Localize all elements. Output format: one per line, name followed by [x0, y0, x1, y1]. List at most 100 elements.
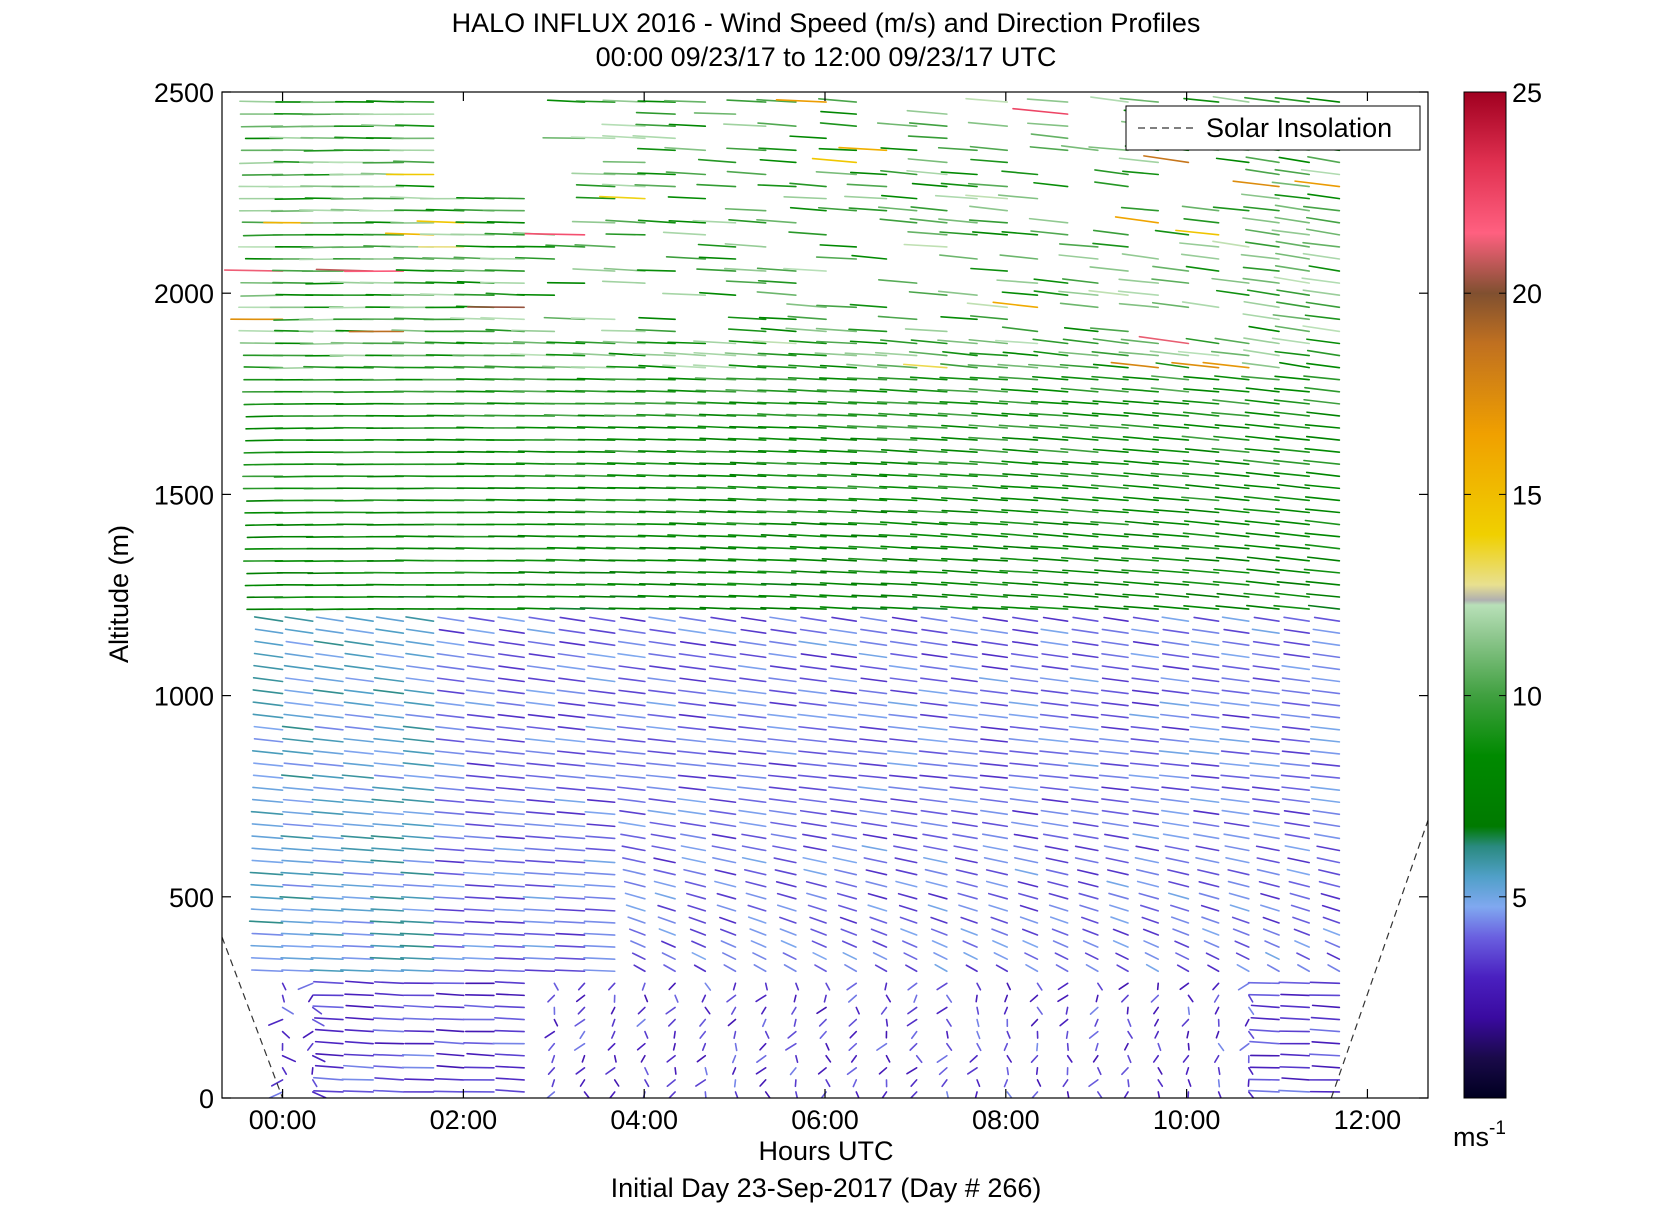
wind-barb	[312, 1068, 313, 1074]
wind-barb	[700, 500, 736, 501]
wind-barb	[1188, 1007, 1189, 1014]
wind-barb	[547, 596, 584, 597]
wind-barb	[495, 1031, 524, 1032]
y-tick-label: 1500	[154, 480, 214, 510]
wind-barb	[240, 162, 283, 163]
wind-barb	[1249, 983, 1279, 984]
wind-barb	[1219, 1068, 1220, 1074]
wind-barb	[675, 1068, 676, 1074]
wind-barb	[886, 1020, 887, 1026]
wind-barb	[464, 1043, 494, 1044]
chart-title: HALO INFLUX 2016 - Wind Speed (m/s) and …	[452, 8, 1201, 38]
wind-barb	[674, 1032, 675, 1038]
wind-barb	[455, 294, 494, 295]
wind-barb	[306, 283, 343, 284]
wind-barb	[669, 548, 705, 549]
wind-barb	[375, 1043, 403, 1044]
colorbar-gradient	[1464, 92, 1506, 1098]
wind-barb	[1310, 982, 1339, 983]
wind-barb	[466, 995, 494, 996]
colorbar-unit-exponent: -1	[1489, 1118, 1506, 1139]
wind-barb	[456, 548, 494, 549]
wind-barb	[606, 234, 645, 235]
wind-barb	[1219, 1080, 1220, 1087]
wind-barb	[343, 1091, 373, 1092]
y-tick-label: 0	[199, 1084, 214, 1114]
wind-barb	[434, 1019, 464, 1020]
wind-barb	[485, 270, 524, 271]
wind-barb	[1281, 994, 1309, 995]
wind-barb	[434, 1091, 464, 1092]
wind-barb	[1068, 1092, 1069, 1098]
wind-barb	[1188, 1044, 1189, 1050]
wind-barb	[465, 1067, 494, 1068]
wind-barb	[607, 367, 645, 368]
wind-barb	[1037, 1044, 1038, 1051]
wind-barb	[485, 198, 524, 199]
wind-barb	[1037, 1068, 1038, 1074]
wind-barb	[637, 379, 675, 380]
colorbar-tick-label: 25	[1512, 78, 1542, 108]
wind-barb	[1128, 1080, 1129, 1087]
wind-barb	[638, 524, 676, 525]
wind-barb	[512, 330, 554, 331]
wind-barb	[1068, 1044, 1069, 1051]
wind-barb	[481, 258, 524, 259]
wind-barb	[700, 463, 736, 464]
wind-barb	[1127, 1007, 1128, 1013]
wind-barb	[735, 1080, 736, 1087]
legend-solar-insolation-label: Solar Insolation	[1206, 113, 1392, 143]
y-tick-label: 500	[169, 883, 214, 913]
wind-barb	[300, 344, 343, 345]
wind-barb	[580, 596, 615, 597]
wind-barb	[525, 234, 584, 235]
wind-barb	[342, 1079, 373, 1080]
wind-barb	[1067, 1032, 1068, 1039]
wind-barb	[603, 162, 644, 163]
y-tick-label: 2500	[154, 78, 214, 108]
wind-barb	[602, 330, 645, 331]
chart-subtitle: 00:00 09/23/17 to 12:00 09/23/17 UTC	[596, 42, 1057, 72]
y-axis-label: Altitude (m)	[104, 525, 134, 663]
x-tick-label: 12:00	[1334, 1105, 1402, 1135]
wind-barb	[1158, 983, 1159, 989]
x-tick-label: 06:00	[791, 1105, 859, 1135]
colorbar-unit-label: ms-1	[1453, 1118, 1506, 1152]
x-tick-label: 10:00	[1153, 1105, 1221, 1135]
x-tick-label: 04:00	[610, 1105, 678, 1135]
colorbar-tick-label: 5	[1512, 883, 1527, 913]
chart-footer: Initial Day 23-Sep-2017 (Day # 266)	[611, 1173, 1042, 1203]
wind-barb	[976, 995, 977, 1001]
wind-barb	[550, 608, 584, 609]
wind-barb	[487, 222, 524, 223]
wind-barb	[640, 584, 675, 585]
wind-barb	[405, 1079, 434, 1080]
wind-barb	[270, 368, 313, 369]
wind-barb	[668, 439, 705, 440]
wind-barb	[947, 1032, 948, 1038]
wind-barb	[405, 1031, 434, 1032]
wind-barb	[1007, 1068, 1008, 1075]
wind-barb	[1249, 995, 1279, 996]
x-tick-label: 00:00	[249, 1105, 317, 1135]
legend: Solar Insolation	[1126, 106, 1420, 150]
y-tick-label: 1000	[154, 682, 214, 712]
colorbar-tick-label: 10	[1512, 682, 1542, 712]
x-axis-label: Hours UTC	[758, 1136, 893, 1166]
wind-barb	[483, 343, 524, 344]
wind-barb	[1279, 982, 1309, 983]
wind-barb	[547, 355, 585, 356]
y-tick-label: 2000	[154, 279, 214, 309]
wind-barb	[481, 282, 524, 283]
wind-barb	[1280, 1067, 1309, 1068]
x-tick-label: 08:00	[972, 1105, 1040, 1135]
wind-barb	[403, 1055, 434, 1056]
wind-barb	[395, 102, 434, 103]
wind-barb	[518, 608, 554, 609]
wind-barb	[638, 270, 676, 271]
wind-barb	[396, 125, 434, 126]
colorbar-tick-label: 15	[1512, 480, 1542, 510]
